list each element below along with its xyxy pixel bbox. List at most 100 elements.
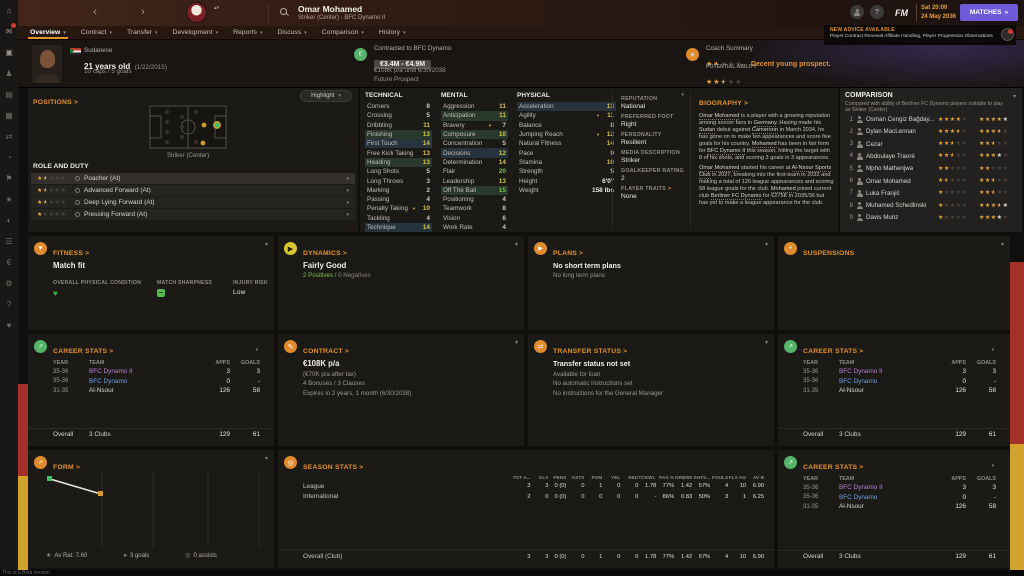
home-icon[interactable]: ⌂: [6, 6, 12, 15]
nav-forward-icon[interactable]: ›: [141, 6, 145, 18]
sort-chevron-icon[interactable]: ▾: [255, 347, 258, 353]
player-traits-label[interactable]: PLAYER TRAITS >: [621, 186, 672, 192]
snapshot-icon[interactable]: ▣: [5, 48, 13, 57]
training-icon[interactable]: ▤: [5, 90, 13, 99]
help-icon[interactable]: ?: [6, 300, 12, 309]
team-name[interactable]: BFC Dynamo II: [89, 368, 133, 376]
comparison-rank: 6: [849, 178, 853, 185]
season-stats-title[interactable]: SEASON STATS >: [303, 464, 364, 471]
transfers-icon[interactable]: ⇄: [5, 132, 13, 141]
tab-discuss[interactable]: Discuss ▾: [277, 26, 306, 39]
team-name[interactable]: BFC Dynamo II: [839, 484, 883, 492]
team-name[interactable]: Al-Nsour: [839, 503, 864, 511]
positions-title[interactable]: POSITIONS >: [33, 99, 78, 106]
squad-icon[interactable]: ♟: [5, 69, 13, 78]
dynamics-title[interactable]: DYNAMICS >: [303, 250, 347, 257]
role-row[interactable]: ★★★★★★★ Deep Lying Forward (At) ▾: [31, 197, 355, 208]
fitness-title[interactable]: FITNESS >: [53, 250, 90, 257]
comparison-row[interactable]: 1 Osman Cengiz Bağday... ★ ★ ★ ★ ★ ★ ★ ★ ★ ★ ★ ★ ★ ★ ★ ★ ★…: [845, 113, 1017, 125]
comparison-player-name[interactable]: Cezar: [866, 140, 883, 148]
chevron-down-icon[interactable]: ▾: [764, 242, 768, 248]
tab-reports[interactable]: Reports ▾: [233, 26, 262, 39]
advice-banner[interactable]: NEW ADVICE AVAILABLE Player Contract Ren…: [824, 25, 1016, 45]
inbox-icon[interactable]: ✉: [0, 21, 18, 42]
suspensions-title[interactable]: SUSPENSIONS: [803, 250, 855, 257]
chevron-down-icon[interactable]: ▾: [346, 187, 349, 194]
team-name[interactable]: BFC Dynamo: [839, 377, 878, 385]
form-title[interactable]: FORM >: [53, 464, 80, 471]
chevron-down-icon[interactable]: ▾: [264, 456, 268, 462]
tab-contract[interactable]: Contract ▾: [81, 26, 112, 39]
comparison-player-name[interactable]: Dylan MacLennan: [866, 128, 916, 136]
profile-icon[interactable]: [850, 5, 864, 19]
chevron-down-icon[interactable]: ▾: [346, 211, 349, 218]
chevron-down-icon[interactable]: ▾: [764, 340, 768, 346]
role-row[interactable]: ★★★★★★★ Poacher (At) ▾: [31, 173, 355, 184]
comparison-row[interactable]: 5 Mpho Mathenjwa ★ ★ ★ ★ ★★★ ★ ★ ★ ★ ★★★: [845, 163, 1017, 175]
comparison-row[interactable]: 9 Davis Munz ★ ★ ★★★★ ★ ★ ★ ★ ★ ★ ★ ★ ★: [845, 212, 1017, 224]
tab-overview[interactable]: Overview ▾: [28, 26, 68, 39]
world-icon[interactable]: ◐: [6, 216, 12, 225]
comparison-player-name[interactable]: Osman Cengiz Bağday...: [866, 116, 935, 124]
team-name[interactable]: BFC Dynamo: [89, 377, 128, 385]
tab-transfer[interactable]: Transfer ▾: [127, 26, 158, 39]
nav-back-icon[interactable]: ‹: [93, 6, 97, 18]
club-icon[interactable]: ⚑: [5, 174, 13, 183]
tab-development[interactable]: Development ▾: [173, 26, 219, 39]
tactics-icon[interactable]: ▦: [5, 111, 13, 120]
team-name[interactable]: BFC Dynamo: [839, 493, 878, 501]
career-stats-title[interactable]: CAREER STATS >: [803, 348, 864, 355]
role-row[interactable]: ★ ★ ★★★★ Pressing Forward (At) ▾: [31, 209, 355, 220]
contract-title[interactable]: CONTRACT >: [303, 348, 349, 355]
career-stats-title[interactable]: CAREER STATS >: [803, 464, 864, 471]
plans-title[interactable]: PLANS >: [553, 250, 584, 257]
comparison-player-name[interactable]: Abdoulaye Traoré: [866, 152, 915, 160]
scouting-icon[interactable]: ◔: [6, 153, 12, 162]
biography-title[interactable]: BIOGRAPHY >: [699, 100, 748, 107]
comparison-player-name[interactable]: Muhamed Schedlinski: [866, 202, 927, 210]
advisor-avatar[interactable]: [1001, 28, 1014, 41]
medical-icon[interactable]: ♥: [6, 321, 12, 330]
competitions-icon[interactable]: ★: [5, 195, 13, 204]
role-row[interactable]: ★★★★★★★ Advanced Forward (At) ▾: [31, 185, 355, 196]
sort-chevron-icon[interactable]: ▾: [991, 463, 994, 469]
sort-chevron-icon[interactable]: ▾: [991, 347, 994, 353]
comparison-player-name[interactable]: Mpho Mathenjwa: [866, 165, 914, 173]
team-name[interactable]: Al-Nsour: [89, 387, 114, 395]
attribute-value: 14: [422, 140, 430, 148]
team-name[interactable]: Al-Nsour: [839, 387, 864, 395]
finances-icon[interactable]: €: [6, 258, 12, 267]
comparison-player-name[interactable]: Omar Mohamed: [866, 177, 911, 185]
search-icon[interactable]: [280, 8, 289, 17]
chevron-down-icon[interactable]: ▾: [346, 175, 349, 182]
tab-history[interactable]: History ▾: [379, 26, 406, 39]
comparison-row[interactable]: 2 Dylan MacLennan ★★★★★★★★★ ★★★★★★★★★: [845, 126, 1017, 138]
news-icon[interactable]: ☰: [5, 237, 13, 246]
help-icon[interactable]: ?: [870, 5, 884, 19]
chevron-down-icon[interactable]: ▾: [514, 340, 518, 346]
career-stats-title[interactable]: CAREER STATS >: [53, 348, 114, 355]
comparison-player-name[interactable]: Luka Franjić: [866, 189, 900, 197]
chevron-down-icon[interactable]: ▾: [1012, 94, 1016, 100]
chevron-down-icon[interactable]: ▾: [1000, 242, 1004, 248]
team-name[interactable]: BFC Dynamo II: [839, 368, 883, 376]
comparison-player-name[interactable]: Davis Munz: [866, 214, 899, 222]
chevron-down-icon[interactable]: ▾: [346, 199, 349, 206]
contract-wage: €108K p/a: [303, 359, 340, 368]
chevron-down-icon[interactable]: ▾: [681, 92, 684, 98]
highlight-dropdown[interactable]: Highlight ▾: [300, 90, 352, 102]
chevron-down-icon[interactable]: ▾: [514, 242, 518, 248]
comparison-row[interactable]: 3 Cezar ★★★★★★★★ ★★★★★★★★: [845, 138, 1017, 150]
settings-icon[interactable]: ⚙: [5, 279, 13, 288]
tab-comparison[interactable]: Comparison ▾: [322, 26, 364, 39]
career-apps: 126: [219, 387, 230, 395]
chevron-down-icon[interactable]: ▾: [264, 242, 268, 248]
transfer-status-title[interactable]: TRANSFER STATUS >: [553, 348, 628, 355]
matches-button[interactable]: MATCHES »: [960, 4, 1018, 21]
crest-cycle-icon[interactable]: ▴▾: [214, 5, 220, 11]
club-crest[interactable]: [186, 2, 207, 23]
